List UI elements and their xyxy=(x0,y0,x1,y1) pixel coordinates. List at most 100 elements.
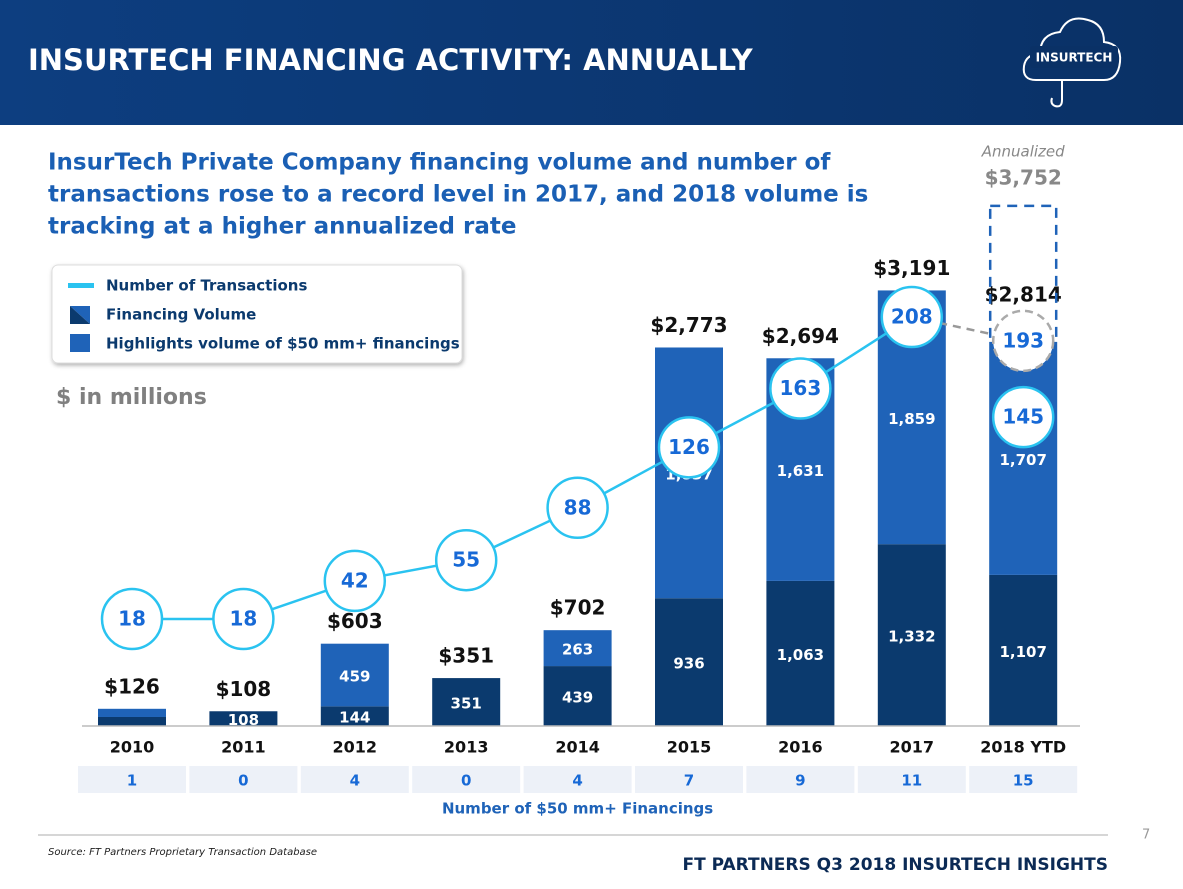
transaction-label: 55 xyxy=(452,548,480,572)
segment-label: 439 xyxy=(562,689,593,707)
bar-segment xyxy=(543,630,612,667)
footer: FT PARTNERS Q3 2018 INSURTECH INSIGHTS xyxy=(682,855,1108,875)
segment-label: 1,631 xyxy=(777,462,824,480)
financings-count: 15 xyxy=(1013,772,1034,790)
segment-label: 263 xyxy=(562,641,593,659)
annualized-transactions: 193 xyxy=(1002,328,1044,352)
title: INSURTECH FINANCING ACTIVITY: ANNUALLY xyxy=(28,43,754,77)
x-tick-label: 2015 xyxy=(667,738,712,757)
transaction-label: 18 xyxy=(229,607,257,631)
bar-segment xyxy=(209,711,278,726)
logo-text: INSURTECH xyxy=(1036,51,1113,65)
segment-label: 1,707 xyxy=(999,451,1046,469)
bar-segment xyxy=(766,580,835,726)
subtitle-line: transactions rose to a record level in 2… xyxy=(48,182,868,208)
bar-segment xyxy=(98,708,166,717)
transaction-label: 163 xyxy=(780,376,822,400)
transaction-marker xyxy=(991,385,1055,449)
x-tick-label: 2012 xyxy=(333,738,378,757)
bar-segment xyxy=(989,341,1058,575)
subtitle-line: tracking at a higher annualized rate xyxy=(48,214,516,240)
total-label: $3,191 xyxy=(873,256,950,280)
financings-cell xyxy=(412,766,521,793)
financings-label: Number of $50 mm+ Financings xyxy=(442,800,713,818)
transaction-marker xyxy=(880,285,944,349)
units-note: $ in millions xyxy=(56,385,207,410)
financings-count: 11 xyxy=(901,772,922,790)
legend-swatch xyxy=(70,334,90,352)
financings-cell xyxy=(523,766,632,793)
financings-cell xyxy=(78,766,186,793)
segment-label: 1,107 xyxy=(999,643,1046,661)
transaction-label: 42 xyxy=(341,568,369,592)
financings-count: 9 xyxy=(795,772,805,790)
financings-cell xyxy=(969,766,1078,793)
transaction-marker xyxy=(769,357,832,420)
financings-count: 0 xyxy=(238,772,248,790)
x-tick-label: 2013 xyxy=(444,738,489,757)
transaction-label: 18 xyxy=(118,607,146,631)
transaction-marker xyxy=(546,476,609,540)
labels: $126 108 $108 144 459 $603 351 $351 439 263 $702 93… xyxy=(104,256,1062,729)
bar-segment xyxy=(543,666,612,726)
total-label: $108 xyxy=(216,677,272,701)
legend-label: Number of Transactions xyxy=(106,277,307,295)
annualized-marker xyxy=(991,309,1055,373)
x-tick-label: 2011 xyxy=(221,738,266,757)
financings-cell xyxy=(857,766,966,793)
x-tick-label: 2016 xyxy=(778,738,823,757)
bar-segment xyxy=(877,544,946,726)
legend-label: Highlights volume of $50 mm+ financings xyxy=(106,335,460,353)
financings-count: 4 xyxy=(572,772,582,790)
total-label: $2,814 xyxy=(985,282,1062,306)
segment-label: 1,332 xyxy=(888,628,935,646)
total-label: $702 xyxy=(550,596,606,620)
total-label: $351 xyxy=(438,644,494,668)
bar-segment xyxy=(320,643,389,707)
financings-count: 7 xyxy=(684,772,694,790)
page-number: 7 xyxy=(1142,828,1150,843)
annualized-volume: $3,752 xyxy=(985,165,1062,189)
bar-segment xyxy=(989,574,1058,726)
header-band xyxy=(0,0,1183,125)
segment-label: 936 xyxy=(673,655,704,673)
segment-label: 1,859 xyxy=(888,410,935,428)
x-tick-label: 2017 xyxy=(890,738,935,757)
segment-label: 459 xyxy=(339,668,370,686)
financings-cell xyxy=(189,766,298,793)
financings-cell xyxy=(746,766,855,793)
bar-segment xyxy=(320,706,389,726)
segment-label: 1,063 xyxy=(777,646,824,664)
transaction-label: 208 xyxy=(891,305,933,329)
bars xyxy=(98,290,1058,726)
total-label: $2,773 xyxy=(650,313,727,337)
legend: Number of Transactions Financing Volume … xyxy=(51,264,463,364)
total-label: $603 xyxy=(327,609,383,633)
transaction-marker xyxy=(434,528,498,592)
financings-cell xyxy=(635,766,743,793)
financings-count: 4 xyxy=(350,772,360,790)
financings-count: 0 xyxy=(461,772,471,790)
bar-segment xyxy=(432,678,501,726)
segment-label: 351 xyxy=(451,695,482,713)
transaction-marker xyxy=(100,587,164,651)
transaction-label: 145 xyxy=(1002,405,1044,429)
source: Source: FT Partners Proprietary Transact… xyxy=(48,847,317,858)
transaction-label: 126 xyxy=(668,435,710,459)
legend-label: Financing Volume xyxy=(106,306,256,324)
transaction-marker xyxy=(657,416,721,479)
legend-swatch xyxy=(68,283,94,288)
segment-label: 144 xyxy=(339,709,370,727)
transaction-marker xyxy=(212,587,275,651)
x-tick-label: 2018 YTD xyxy=(980,738,1066,757)
bar-segment xyxy=(98,716,166,726)
total-label: $126 xyxy=(104,674,160,698)
annualized-label: Annualized xyxy=(981,142,1065,160)
transaction-label: 88 xyxy=(564,495,592,519)
x-tick-label: 2010 xyxy=(110,738,155,757)
financings-cell xyxy=(300,766,409,793)
logo: INSURTECH xyxy=(1022,17,1122,108)
transaction-marker xyxy=(323,549,387,613)
